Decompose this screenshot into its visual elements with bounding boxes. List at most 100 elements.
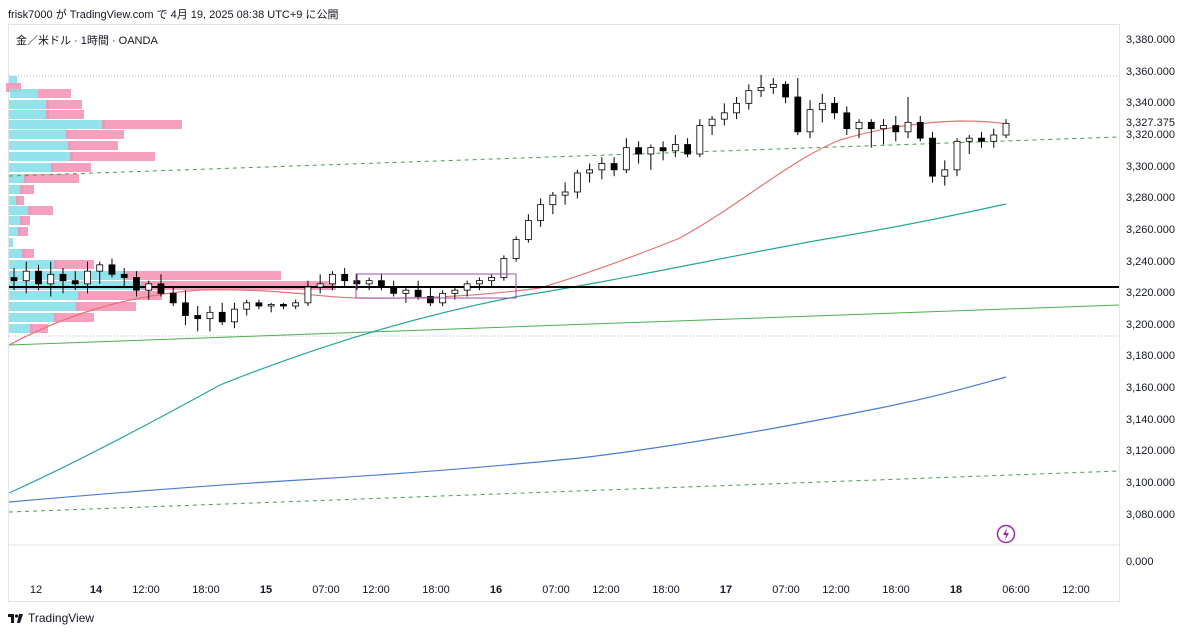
time-axis-label: 18:00 [192, 584, 220, 596]
candle-down [218, 311, 226, 323]
price-axis-label: 3,240.000 [1126, 256, 1175, 268]
volume-profile-down-bar [46, 100, 82, 109]
candle-up [243, 302, 251, 310]
candle-up [647, 147, 655, 155]
candle-down [929, 137, 936, 177]
candle-up [561, 191, 569, 196]
candle-up [451, 289, 459, 294]
volume-profile-up-bar [9, 100, 49, 109]
symbol-title[interactable]: 金／米ドル · 1時間 · OANDA [16, 35, 158, 47]
candle-up [880, 125, 887, 130]
candle-down [426, 296, 434, 304]
candle-up [329, 273, 336, 285]
price-axis-label: 0.000 [1126, 556, 1154, 568]
volume-profile-down-bar [6, 83, 21, 92]
candle-up [757, 87, 765, 92]
candle-up [733, 102, 740, 114]
publish-note: frisk7000 が TradingView.com で 4月 19, 202… [8, 9, 339, 21]
time-axis[interactable]: 12 14 12:00 18:00 15 07:00 12:00 18:00 16 07:00 12… [8, 578, 1120, 602]
candle-down [978, 137, 985, 142]
candle-up [267, 304, 275, 307]
volume-profile-up-bar [9, 196, 19, 205]
candle-up [304, 286, 312, 304]
tradingview-brand[interactable]: TradingView [8, 611, 94, 625]
dashed-trendline [8, 470, 1120, 513]
candle-down [659, 147, 667, 152]
volume-profile-down-bar [102, 120, 182, 129]
candle-down [255, 302, 263, 307]
price-axis-label: 3,327.375 [1126, 117, 1175, 129]
volume-profile-down-bar [141, 281, 336, 290]
volume-profile-up-bar [9, 163, 54, 172]
candle-up [720, 112, 728, 120]
volume-profile-up-bar [9, 206, 31, 215]
volume-profile-up-bar [9, 120, 105, 129]
time-axis-label: 07:00 [772, 584, 800, 596]
candle-up [941, 169, 949, 177]
candle-down [390, 286, 398, 294]
volume-profile-up-bar [9, 291, 81, 300]
candle-up [463, 283, 471, 291]
candle-down [157, 283, 165, 294]
volume-profile-down-bar [54, 313, 94, 322]
candle-up [145, 283, 153, 291]
price-axis-label: 3,220.000 [1126, 287, 1175, 299]
volume-profile-up-bar [9, 141, 71, 150]
time-axis-label: 18:00 [422, 584, 450, 596]
volume-profile-up-bar [10, 89, 38, 98]
time-axis-label: 17 [719, 584, 733, 596]
candle-up [573, 172, 581, 193]
price-axis-label: 3,100.000 [1126, 477, 1175, 489]
candle-down [635, 147, 642, 155]
volume-profile-down-bar [30, 324, 48, 333]
candle-up [475, 280, 483, 285]
candle-up [806, 109, 814, 133]
volume-profile-down-bar [126, 271, 281, 280]
flash-icon[interactable] [996, 524, 1016, 544]
candle-up [953, 140, 961, 171]
moving-average-line-green [8, 304, 1120, 346]
volume-profile-down-bar [18, 227, 28, 236]
candle-up [512, 239, 520, 259]
candle-down [610, 163, 618, 171]
volume-profile-down-bar [24, 174, 79, 183]
candle-up [855, 121, 863, 130]
price-axis-label: 3,280.000 [1126, 192, 1175, 204]
volume-profile-up-bar [9, 324, 33, 333]
candle-down [10, 277, 18, 282]
candle-down [59, 273, 67, 282]
candle-down [341, 273, 349, 282]
volume-profile-up-bar [9, 260, 57, 269]
candle-down [133, 277, 140, 291]
volume-profile-down-bar [20, 216, 30, 225]
volume-profile-up-bar [9, 185, 23, 194]
candle-up [990, 134, 998, 142]
time-axis-label: 18:00 [882, 584, 910, 596]
moving-average-line-blue [8, 376, 1007, 503]
candle-up [231, 308, 238, 323]
candle-down [71, 280, 79, 285]
tradingview-logo-icon [8, 612, 24, 624]
candle-up [696, 125, 704, 155]
candle-up [500, 258, 508, 278]
candle-down [794, 96, 802, 133]
candle-up [622, 147, 630, 171]
volume-profile-down-bar [51, 163, 91, 172]
range-box [355, 273, 517, 299]
candle-up [586, 169, 594, 174]
price-axis-label: 3,340.000 [1126, 97, 1175, 109]
volume-profile-down-bar [20, 185, 34, 194]
candle-down [353, 280, 361, 285]
candle-down [867, 121, 875, 130]
volume-profile-up-bar [9, 216, 23, 225]
candle-up [549, 194, 557, 206]
candle-up [769, 83, 777, 88]
volume-profile-down-bar [46, 110, 84, 119]
candle-up [537, 204, 545, 221]
candle-up [316, 283, 324, 288]
price-axis[interactable]: 3,380.000 3,360.000 3,340.000 3,327.375 3,32… [1120, 24, 1200, 602]
chart-pane[interactable] [8, 24, 1120, 602]
candle-up [96, 264, 104, 272]
time-axis-label: 12:00 [1062, 584, 1090, 596]
